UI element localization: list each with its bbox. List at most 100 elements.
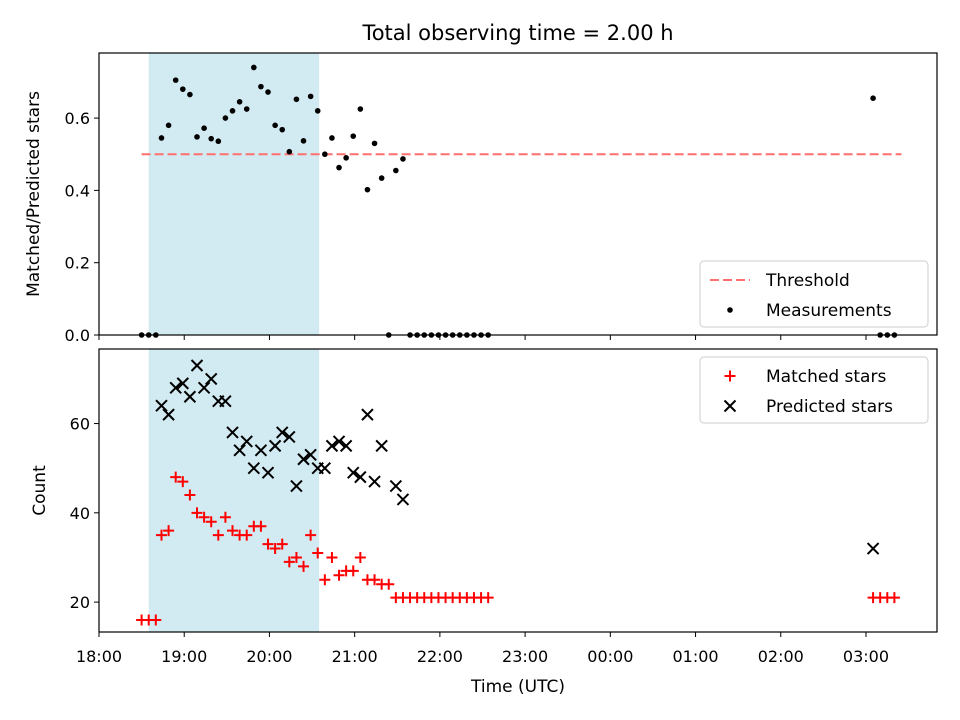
measurement-point (215, 138, 222, 145)
predicted-stars-point (176, 377, 190, 390)
matched-stars-point (163, 525, 175, 537)
predicted-stars-point (254, 444, 268, 457)
matched-stars-point (198, 511, 210, 523)
matched-stars-point (170, 471, 182, 483)
measurement-point (343, 155, 349, 161)
matched-stars-point (298, 560, 310, 572)
x-tick-label: 02:00 (758, 647, 804, 666)
matched-stars-point (155, 529, 167, 541)
legend-box (699, 260, 929, 328)
y-tick-label: 60 (70, 415, 90, 434)
matched-stars-point (262, 538, 274, 550)
legend: Threshold Measurements (699, 260, 929, 328)
measurement-point (187, 91, 193, 98)
x-tick-label: 19:00 (161, 647, 207, 666)
x-tick-label: 18:00 (76, 647, 122, 666)
y-tick-label: 0.2 (65, 254, 90, 273)
y-tick-label: 40 (70, 504, 90, 523)
legend-measurements-swatch (727, 307, 733, 313)
matched-stars-point (354, 551, 366, 563)
count-panel: 20 40 60 Count 18:00 19:00 20:00 21:00 22:00 23:0… (30, 348, 938, 697)
matched-stars-point (205, 516, 217, 528)
x-axis-label: Time (UTC) (470, 677, 565, 697)
observing-window-span (148, 349, 320, 632)
x-tick-label: 20:00 (246, 647, 292, 666)
figure-title: Total observing time = 2.00 h (361, 21, 673, 45)
matched-stars-point (219, 511, 231, 523)
predicted-stars-point (354, 470, 367, 484)
predicted-stars-point (396, 493, 410, 506)
predicted-stars-point (304, 448, 317, 461)
matched-stars-point (333, 569, 345, 581)
axes-frame (98, 348, 938, 633)
legend-label: Measurements (766, 301, 892, 321)
measurement-point (400, 156, 406, 162)
matched-stars-point (150, 614, 162, 626)
measurement-point (236, 99, 243, 105)
measurement-point (293, 96, 300, 103)
predicted-stars-point (183, 390, 197, 403)
ratio-panel: 0.0 0.2 0.4 0.6 Matched/Predicted stars Thres… (24, 52, 938, 345)
predicted-stars-point (290, 479, 303, 493)
legend-label: Threshold (765, 271, 850, 291)
predicted-stars-point (197, 381, 211, 395)
x-tick-label: 03:00 (843, 647, 889, 666)
measurement-point (165, 122, 172, 129)
predicted-stars-point (190, 359, 204, 372)
predicted-stars-point (389, 479, 403, 493)
predicted-stars-point (276, 426, 289, 439)
measurement-point (314, 108, 321, 114)
predicted-stars-point (283, 430, 296, 444)
predicted-stars-point (219, 395, 232, 408)
y-tick-label: 0.6 (65, 109, 90, 128)
measurement-point (222, 115, 229, 121)
matched-stars-point (255, 520, 267, 532)
measurement-point (258, 83, 264, 90)
matched-stars-point (184, 489, 196, 501)
measurement-point (322, 151, 328, 158)
x-tick-label: 22:00 (417, 647, 463, 666)
predicted-stars-point (204, 372, 218, 386)
measurement-point (229, 108, 236, 114)
measurement-point (194, 134, 200, 140)
legend-matched-swatch (724, 370, 736, 382)
legend-label: Matched stars (766, 367, 886, 387)
x-tick-label: 21:00 (332, 647, 378, 666)
x-tick-label: 23:00 (502, 647, 548, 666)
measurement-point (350, 133, 357, 139)
matched-stars-point (241, 529, 253, 541)
legend-box (699, 356, 929, 424)
matched-stars-point (191, 507, 203, 519)
predicted-stars-point (318, 461, 332, 475)
predicted-stars-point (297, 453, 310, 466)
measurement-point (158, 135, 165, 141)
predicted-stars-point (268, 439, 282, 453)
measurement-point (307, 93, 314, 100)
measurement-point (393, 167, 399, 174)
y-tick-label: 0.0 (65, 326, 90, 345)
matched-stars-point (177, 476, 189, 488)
measurement-point (208, 135, 215, 142)
legend-predicted-swatch (723, 399, 737, 413)
matched-stars-point (269, 543, 281, 555)
measurement-point (279, 126, 286, 133)
matched-stars-point (276, 538, 288, 550)
measurement-point (286, 148, 293, 155)
legend-label: Predicted stars (766, 397, 893, 417)
predicted-stars-point (347, 466, 360, 479)
matched-stars-point (369, 574, 381, 586)
matched-stars-point (326, 551, 338, 563)
x-tick-label: 00:00 (587, 647, 633, 666)
measurement-point (329, 135, 335, 141)
predicted-stars-point (247, 461, 261, 475)
measurement-point (300, 138, 307, 144)
measurement-point (272, 122, 278, 129)
predicted-stars-point (361, 408, 374, 421)
predicted-stars-point (155, 399, 168, 412)
matched-stars-point (319, 574, 331, 586)
matched-stars-point (888, 592, 900, 604)
matched-stars-point (212, 529, 224, 541)
matched-stars-point (482, 592, 494, 604)
predicted-stars-point (866, 542, 880, 555)
